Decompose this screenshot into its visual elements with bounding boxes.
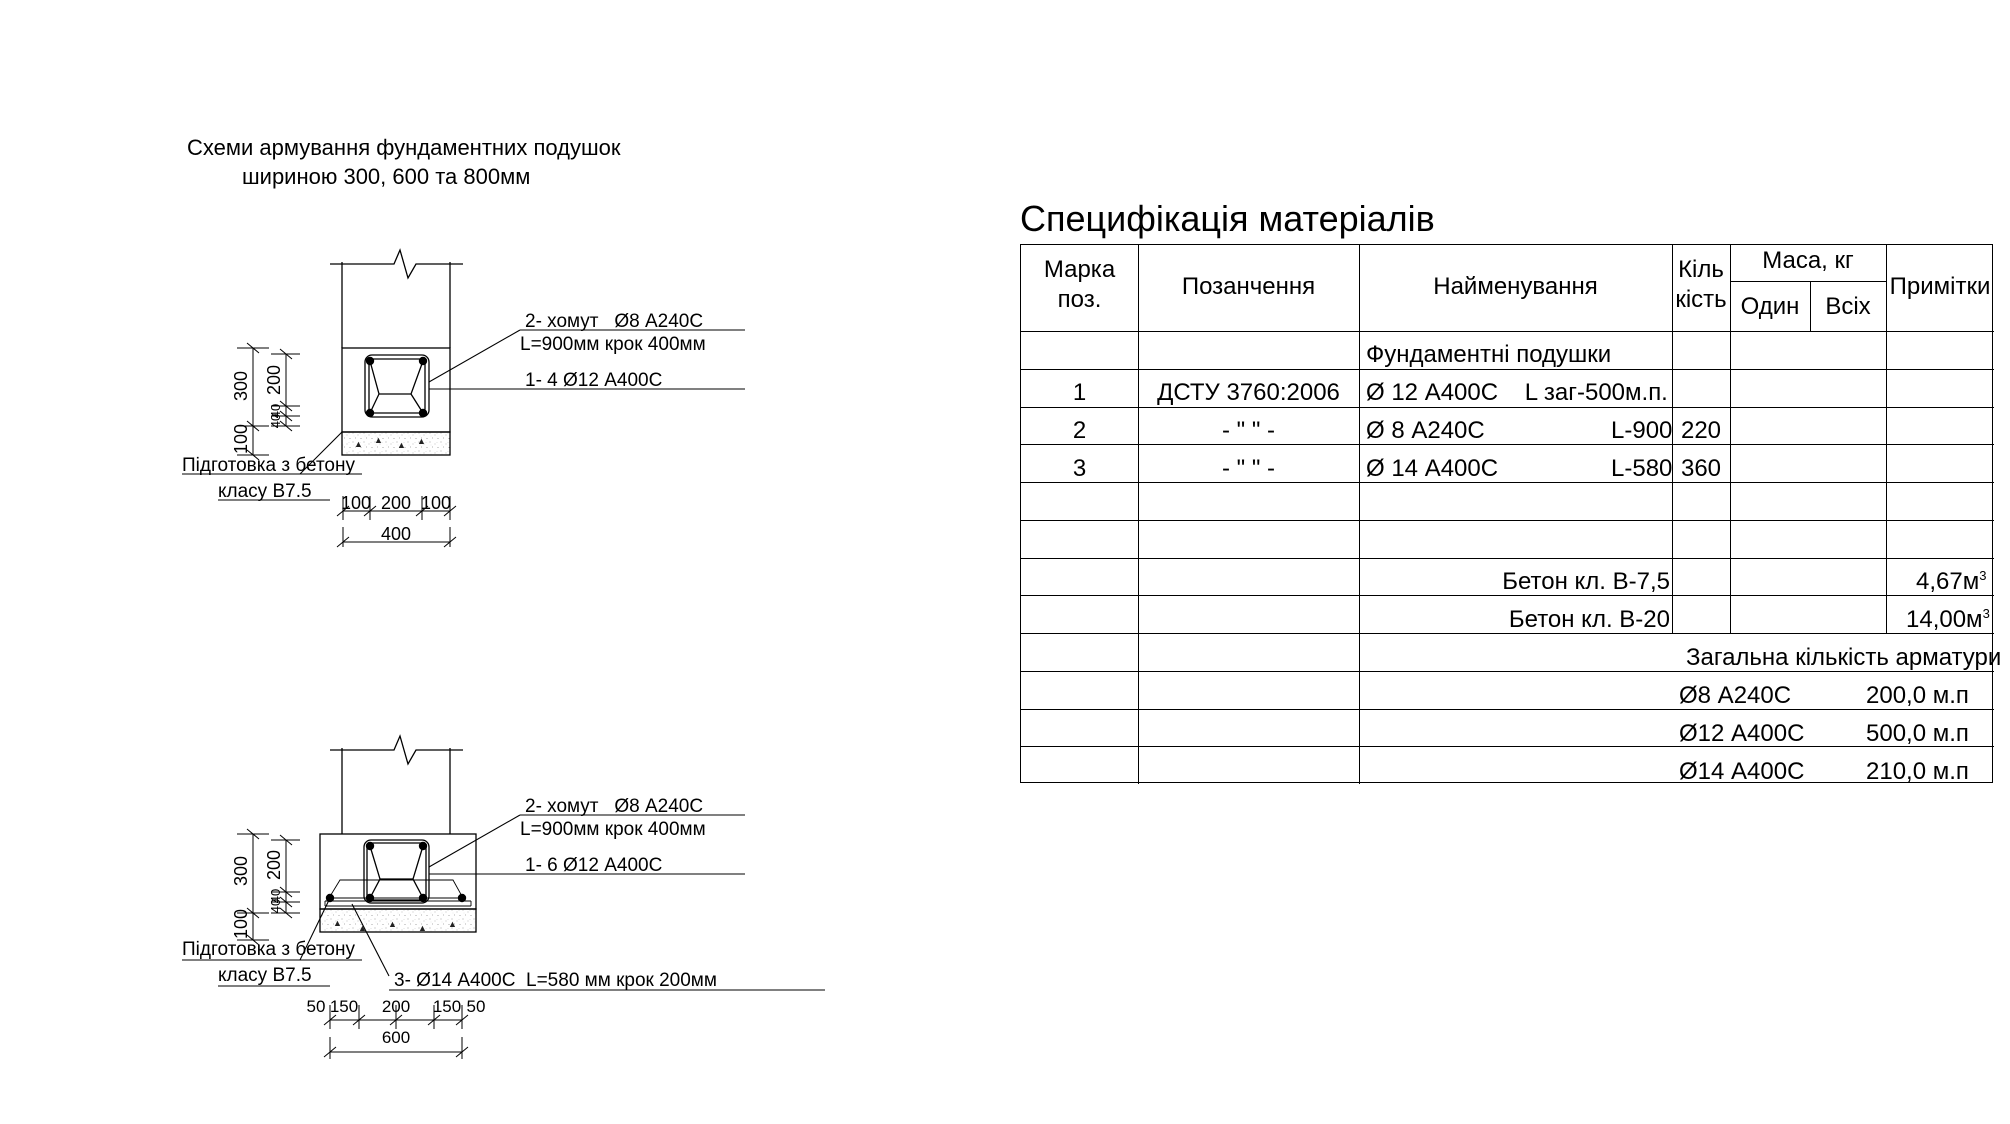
svg-text:150: 150	[330, 997, 358, 1016]
svg-text:▲: ▲	[388, 919, 397, 929]
svg-text:3- Ø14 А400С L=580 мм крок 20: 3- Ø14 А400С L=580 мм крок 200мм	[394, 970, 717, 991]
svg-text:50: 50	[467, 997, 486, 1016]
svg-text:200: 200	[264, 850, 284, 880]
svg-text:▲: ▲	[333, 918, 342, 928]
svg-text:2- хомут Ø8 А240С: 2- хомут Ø8 А240С	[525, 796, 703, 817]
svg-text:100: 100	[231, 909, 251, 939]
svg-text:1- 6 Ø12 А400С: 1- 6 Ø12 А400С	[525, 855, 662, 876]
svg-text:▲: ▲	[418, 923, 427, 933]
svg-text:Підготовка з бетону: Підготовка з бетону	[182, 939, 355, 960]
svg-text:40: 40	[268, 899, 283, 913]
svg-text:150: 150	[433, 997, 461, 1016]
svg-text:600: 600	[382, 1028, 410, 1047]
svg-text:класу В7.5: класу В7.5	[218, 965, 312, 986]
svg-text:▲: ▲	[448, 919, 457, 929]
svg-text:200: 200	[382, 997, 410, 1016]
svg-text:300: 300	[231, 856, 251, 886]
svg-text:L=900мм крок 400мм: L=900мм крок 400мм	[520, 819, 706, 840]
svg-text:50: 50	[307, 997, 326, 1016]
